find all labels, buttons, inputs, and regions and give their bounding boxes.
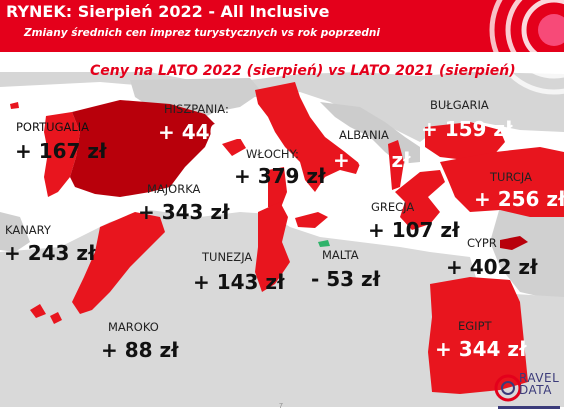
- logo-line-2: DATA: [519, 383, 552, 397]
- label-malta: MALTA: [322, 248, 359, 262]
- price-wlochy: + 379 zł: [234, 164, 326, 188]
- land-europe-north: [0, 72, 564, 142]
- region-egipt: [428, 277, 528, 394]
- price-maroko: + 88 zł: [101, 338, 179, 362]
- label-portugalia: PORTUGALIA: [16, 120, 90, 134]
- region-cypr: [500, 236, 528, 250]
- region-malta: [318, 240, 330, 247]
- price-majorka: + 343 zł: [138, 200, 230, 224]
- land-near-east: [490, 192, 564, 302]
- region-sicily: [295, 212, 328, 228]
- land-north-africa: [0, 210, 564, 407]
- page-number: 7: [279, 403, 283, 410]
- region-kanary-2: [50, 312, 62, 324]
- price-grecja: + 107 zł: [368, 218, 460, 242]
- label-turcja: TURCJA: [490, 170, 532, 184]
- region-maroko: [72, 212, 165, 314]
- region-hiszpania: [70, 100, 215, 197]
- region-sardinia: [268, 167, 287, 210]
- price-bulgaria: + 159 zł: [421, 117, 513, 141]
- label-albania: ALBANIA: [339, 128, 389, 142]
- price-hiszpania: + 440 zł: [158, 120, 250, 144]
- price-albania: + 69 zł: [333, 148, 411, 172]
- region-turcja: [440, 147, 564, 217]
- region-grecja: [395, 170, 445, 230]
- price-portugalia: + 167 zł: [15, 139, 107, 163]
- region-tunezja: [255, 202, 290, 292]
- label-cypr: CYPR: [467, 236, 497, 250]
- map: [0, 52, 564, 407]
- price-turcja: + 256 zł: [474, 187, 564, 211]
- logo-line-1: RAVEL: [519, 371, 560, 385]
- region-bulgaria: [425, 122, 505, 160]
- label-hiszpania: HISZPANIA:: [164, 102, 229, 116]
- region-majorka: [222, 138, 246, 156]
- label-wlochy: WŁOCHY:: [246, 147, 299, 161]
- price-malta: - 53 zł: [311, 267, 381, 291]
- region-portugalia: [44, 112, 80, 197]
- header-bar: RYNEK: Sierpień 2022 - All Inclusive Zmi…: [0, 0, 564, 52]
- page-subtitle: Zmiany średnich cen imprez turystycznych…: [24, 27, 380, 39]
- label-kanary: KANARY: [5, 223, 51, 237]
- label-majorka: MAJORKA: [147, 182, 201, 196]
- region-kanary: [30, 304, 46, 318]
- price-egipt: + 344 zł: [435, 337, 527, 361]
- logo-text: RAVEL DATA: [519, 372, 559, 396]
- label-egipt: EGIPT: [458, 319, 492, 333]
- travel-data-logo-icon: [494, 374, 560, 409]
- region-albania: [388, 140, 404, 190]
- region-madeira: [10, 102, 19, 109]
- land-atlantic-islands: [0, 212, 30, 252]
- price-kanary: + 243 zł: [4, 241, 96, 265]
- label-grecja: GRECJA: [371, 200, 415, 214]
- season-banner: Ceny na LATO 2022 (sierpień) vs LATO 202…: [90, 63, 516, 79]
- decorative-rings: [489, 0, 564, 95]
- price-cypr: + 402 zł: [446, 255, 538, 279]
- region-wlochy: [255, 82, 360, 192]
- label-bulgaria: BUŁGARIA: [430, 98, 489, 112]
- price-tunezja: + 143 zł: [193, 270, 285, 294]
- label-tunezja: TUNEZJA: [202, 250, 253, 264]
- label-maroko: MAROKO: [108, 320, 159, 334]
- page-title: RYNEK: Sierpień 2022 - All Inclusive: [6, 2, 330, 21]
